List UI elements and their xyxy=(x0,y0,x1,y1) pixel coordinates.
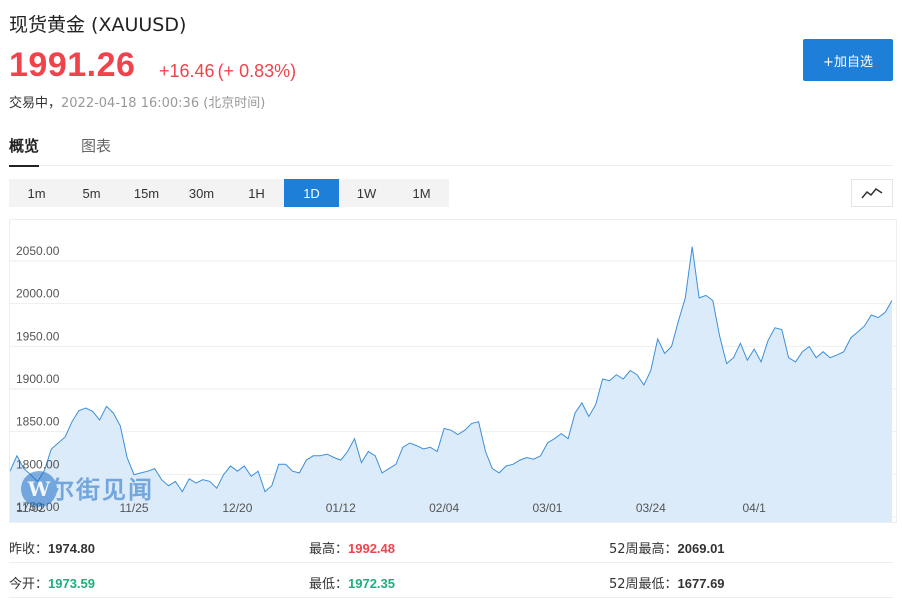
stat-low: 最低：1972.35 xyxy=(309,573,395,592)
stat-label: 昨收： xyxy=(9,542,49,557)
change-percent: (+ 0.83%) xyxy=(217,61,297,81)
svg-text:W: W xyxy=(27,477,51,501)
stat-label: 52周最高： xyxy=(609,542,678,557)
line-chart-icon xyxy=(861,188,883,199)
stat-label: 今开： xyxy=(9,577,49,592)
y-tick-label: 1900.00 xyxy=(16,372,60,386)
period-1w[interactable]: 1W xyxy=(356,185,377,201)
price-change: +16.46 (+ 0.83%) xyxy=(159,61,299,82)
price-line xyxy=(10,246,893,493)
stat-value: 1992.48 xyxy=(348,541,396,556)
period-1h[interactable]: 1H xyxy=(248,185,265,201)
stat-value: 1677.69 xyxy=(677,576,725,591)
y-tick-label: 2050.00 xyxy=(16,244,60,258)
timestamp: 2022-04-18 16:00:36 xyxy=(61,96,200,111)
y-tick-label: 1850.00 xyxy=(16,415,60,429)
y-tick-label: 2000.00 xyxy=(16,287,60,301)
x-tick-label: 04/1 xyxy=(743,501,767,515)
stat-high: 最高：1992.48 xyxy=(309,538,395,557)
y-tick-label: 1950.00 xyxy=(16,329,60,343)
stat-label: 最高： xyxy=(309,542,349,557)
stat-open: 今开：1973.59 xyxy=(9,573,95,592)
x-tick-label: 01/12 xyxy=(326,501,356,515)
y-tick-label: 1800.00 xyxy=(16,457,60,471)
price-chart: 2050.00 2000.00 1950.00 1900.00 1850.00 1800.… xyxy=(9,219,897,523)
period-selector: 1m 5m 15m 30m 1H 1D 1W 1M xyxy=(9,179,449,207)
timezone: (北京时间) xyxy=(203,96,266,111)
price-area-fill xyxy=(10,246,892,522)
x-tick-label: 02/04 xyxy=(429,501,459,515)
x-tick-label: 11/25 xyxy=(119,501,148,515)
x-tick-label: 03/01 xyxy=(532,501,562,515)
tab-overview[interactable]: 概览 xyxy=(9,135,40,167)
watermark: W 华尔街见闻 xyxy=(20,470,154,507)
current-price: 1991.26 xyxy=(9,46,136,84)
stat-label: 最低： xyxy=(309,577,349,592)
stats-row: 今开：1973.59 最低：1972.35 52周最低：1677.69 xyxy=(9,563,893,598)
tab-bar: 概览 图表 xyxy=(9,130,893,167)
period-1d[interactable]: 1D xyxy=(284,179,339,207)
price-chart-svg: 2050.00 2000.00 1950.00 1900.00 1850.00 1800.… xyxy=(10,244,896,522)
chart-type-button[interactable] xyxy=(851,179,893,207)
instrument-title: 现货黄金 (XAUUSD) xyxy=(9,14,187,36)
period-15m[interactable]: 15m xyxy=(133,185,160,201)
stat-value: 1974.80 xyxy=(48,541,96,556)
stat-prev-close: 昨收：1974.80 xyxy=(9,538,95,557)
period-1mo[interactable]: 1M xyxy=(412,185,431,201)
watermark-logo-icon: W xyxy=(21,471,57,507)
stat-label: 52周最低： xyxy=(609,577,678,592)
x-tick-label: 12/20 xyxy=(222,501,252,515)
stats-table: 昨收：1974.80 最高：1992.48 52周最高：2069.01 今开：1… xyxy=(9,528,893,598)
period-30m[interactable]: 30m xyxy=(188,185,215,201)
tab-chart[interactable]: 图表 xyxy=(81,137,112,155)
add-watchlist-button[interactable]: +加自选 xyxy=(803,39,893,81)
stat-52w-high: 52周最高：2069.01 xyxy=(609,538,725,557)
x-tick-label: 03/24 xyxy=(636,501,666,515)
stat-value: 1973.59 xyxy=(48,576,96,591)
period-1m[interactable]: 1m xyxy=(27,185,46,201)
stat-52w-low: 52周最低：1677.69 xyxy=(609,573,725,592)
change-amount: +16.46 xyxy=(159,61,215,81)
period-5m[interactable]: 5m xyxy=(82,185,101,201)
status-text: 交易中， xyxy=(9,96,62,111)
trading-status: 交易中，2022-04-18 16:00:36 (北京时间) xyxy=(9,92,265,111)
stat-value: 2069.01 xyxy=(677,541,725,556)
stat-value: 1972.35 xyxy=(348,576,396,591)
stats-row: 昨收：1974.80 最高：1992.48 52周最高：2069.01 xyxy=(9,528,893,563)
